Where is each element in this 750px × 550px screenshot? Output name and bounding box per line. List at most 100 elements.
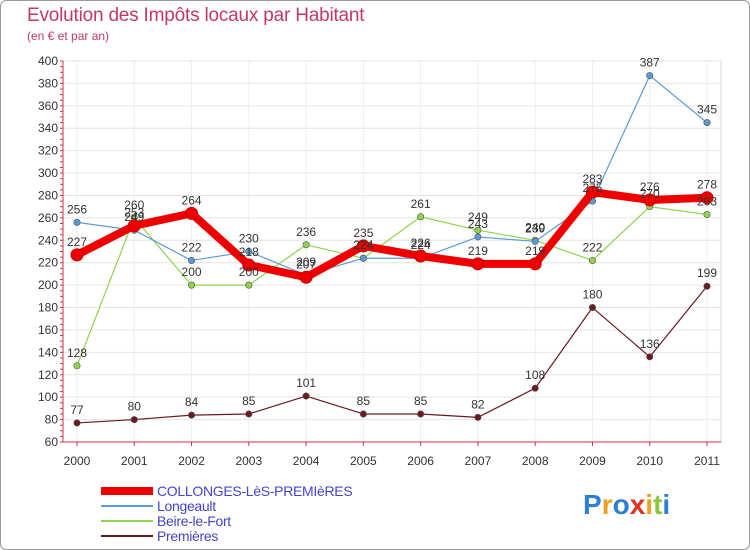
data-point — [242, 258, 256, 272]
data-label: 263 — [697, 195, 717, 209]
x-tick-label: 2011 — [694, 454, 720, 468]
legend-swatch — [101, 534, 153, 537]
data-point — [73, 218, 81, 226]
y-tick-label: 260 — [38, 211, 58, 225]
data-label: 85 — [242, 394, 256, 408]
data-label: 249 — [468, 210, 488, 224]
data-label: 199 — [697, 266, 717, 280]
data-point — [531, 237, 539, 245]
logo-letter: i — [645, 489, 654, 520]
data-point — [127, 219, 141, 233]
legend-item: COLLONGES-LèS-PREMIèRES — [101, 483, 353, 499]
logo-letter: x — [629, 489, 646, 520]
data-label: 270 — [640, 187, 660, 201]
data-point — [245, 281, 253, 289]
chart-title: Evolution des Impôts locaux par Habitant — [27, 5, 365, 26]
series-collonges-l-s-premi-res — [70, 185, 714, 284]
y-axis-ticks: 60 80 100 120 140 160 180 200 220 240 260 280 300 320… — [38, 54, 63, 449]
legend-item: Beire-le-Fort — [101, 513, 352, 529]
data-label: 200 — [239, 265, 259, 279]
data-point — [700, 191, 714, 205]
data-label: 209 — [296, 255, 316, 269]
series-premi-res — [73, 282, 711, 427]
legend-swatch — [101, 519, 153, 522]
logo-letter: P — [583, 489, 602, 520]
x-tick-label: 2003 — [235, 454, 262, 468]
data-point — [299, 270, 313, 284]
data-label: 180 — [582, 288, 602, 302]
data-label: 219 — [525, 244, 545, 258]
y-tick-label: 380 — [38, 76, 58, 90]
data-point — [302, 241, 310, 249]
data-label: 128 — [67, 346, 87, 360]
series-line — [73, 188, 711, 282]
y-tick-label: 80 — [45, 413, 59, 427]
data-label: 82 — [471, 397, 485, 411]
data-label: 283 — [582, 172, 602, 186]
data-point — [245, 248, 253, 256]
y-tick-label: 200 — [38, 278, 58, 292]
data-point — [417, 410, 425, 418]
x-tick-label: 2005 — [350, 454, 377, 468]
data-label: 219 — [468, 244, 488, 258]
y-tick-label: 280 — [38, 188, 58, 202]
data-point — [474, 226, 482, 234]
y-tick-label: 360 — [38, 99, 58, 113]
x-tick-label: 2006 — [407, 454, 434, 468]
data-label: 345 — [697, 103, 717, 117]
data-point — [70, 248, 84, 262]
x-tick-label: 2008 — [522, 454, 549, 468]
data-point — [356, 239, 370, 253]
series-line — [76, 206, 708, 367]
y-tick-label: 140 — [38, 345, 58, 359]
data-point — [703, 119, 711, 127]
data-point — [585, 185, 599, 199]
data-label: 85 — [357, 394, 371, 408]
data-label: 230 — [239, 232, 259, 246]
data-point — [73, 419, 81, 427]
legend-item: Premières — [101, 527, 352, 544]
x-tick-label: 2001 — [121, 454, 148, 468]
data-label: 80 — [128, 400, 142, 414]
data-label: 239 — [525, 221, 545, 235]
data-point — [703, 211, 711, 219]
data-label: 136 — [640, 337, 660, 351]
data-label: 275 — [582, 181, 602, 195]
data-point — [474, 233, 482, 241]
data-point — [185, 206, 199, 220]
data-label: 224 — [353, 238, 373, 252]
logo-letter: r — [601, 489, 613, 520]
data-label: 222 — [582, 240, 602, 254]
series-line — [76, 285, 708, 424]
data-label: 224 — [353, 238, 373, 252]
data-label: 101 — [296, 376, 316, 390]
legend-swatch — [101, 504, 153, 507]
y-tick-label: 300 — [38, 166, 58, 180]
data-point — [245, 410, 253, 418]
y-tick-label: 100 — [38, 390, 58, 404]
data-point — [471, 257, 485, 271]
x-tick-label: 2010 — [636, 454, 663, 468]
x-axis-ticks: 2000 2001 2002 2003 2004 2005 2006 2007 2008 2009… — [64, 442, 720, 468]
data-point — [130, 416, 138, 424]
data-point — [302, 392, 310, 400]
data-point — [188, 281, 196, 289]
data-point — [188, 411, 196, 419]
data-label: 77 — [70, 403, 84, 417]
data-label: 278 — [697, 178, 717, 192]
y-tick-label: 160 — [38, 323, 58, 337]
x-tick-label: 2002 — [178, 454, 205, 468]
logo-letter: o — [612, 489, 630, 520]
x-tick-label: 2004 — [293, 454, 320, 468]
data-point — [417, 213, 425, 221]
y-tick-label: 120 — [38, 368, 58, 382]
data-point — [188, 256, 196, 264]
data-label: 84 — [185, 395, 199, 409]
data-label: 224 — [411, 238, 431, 252]
data-label: 235 — [353, 226, 373, 240]
data-point — [414, 249, 428, 263]
data-label: 200 — [182, 265, 202, 279]
legend-label: Premières — [157, 527, 219, 544]
